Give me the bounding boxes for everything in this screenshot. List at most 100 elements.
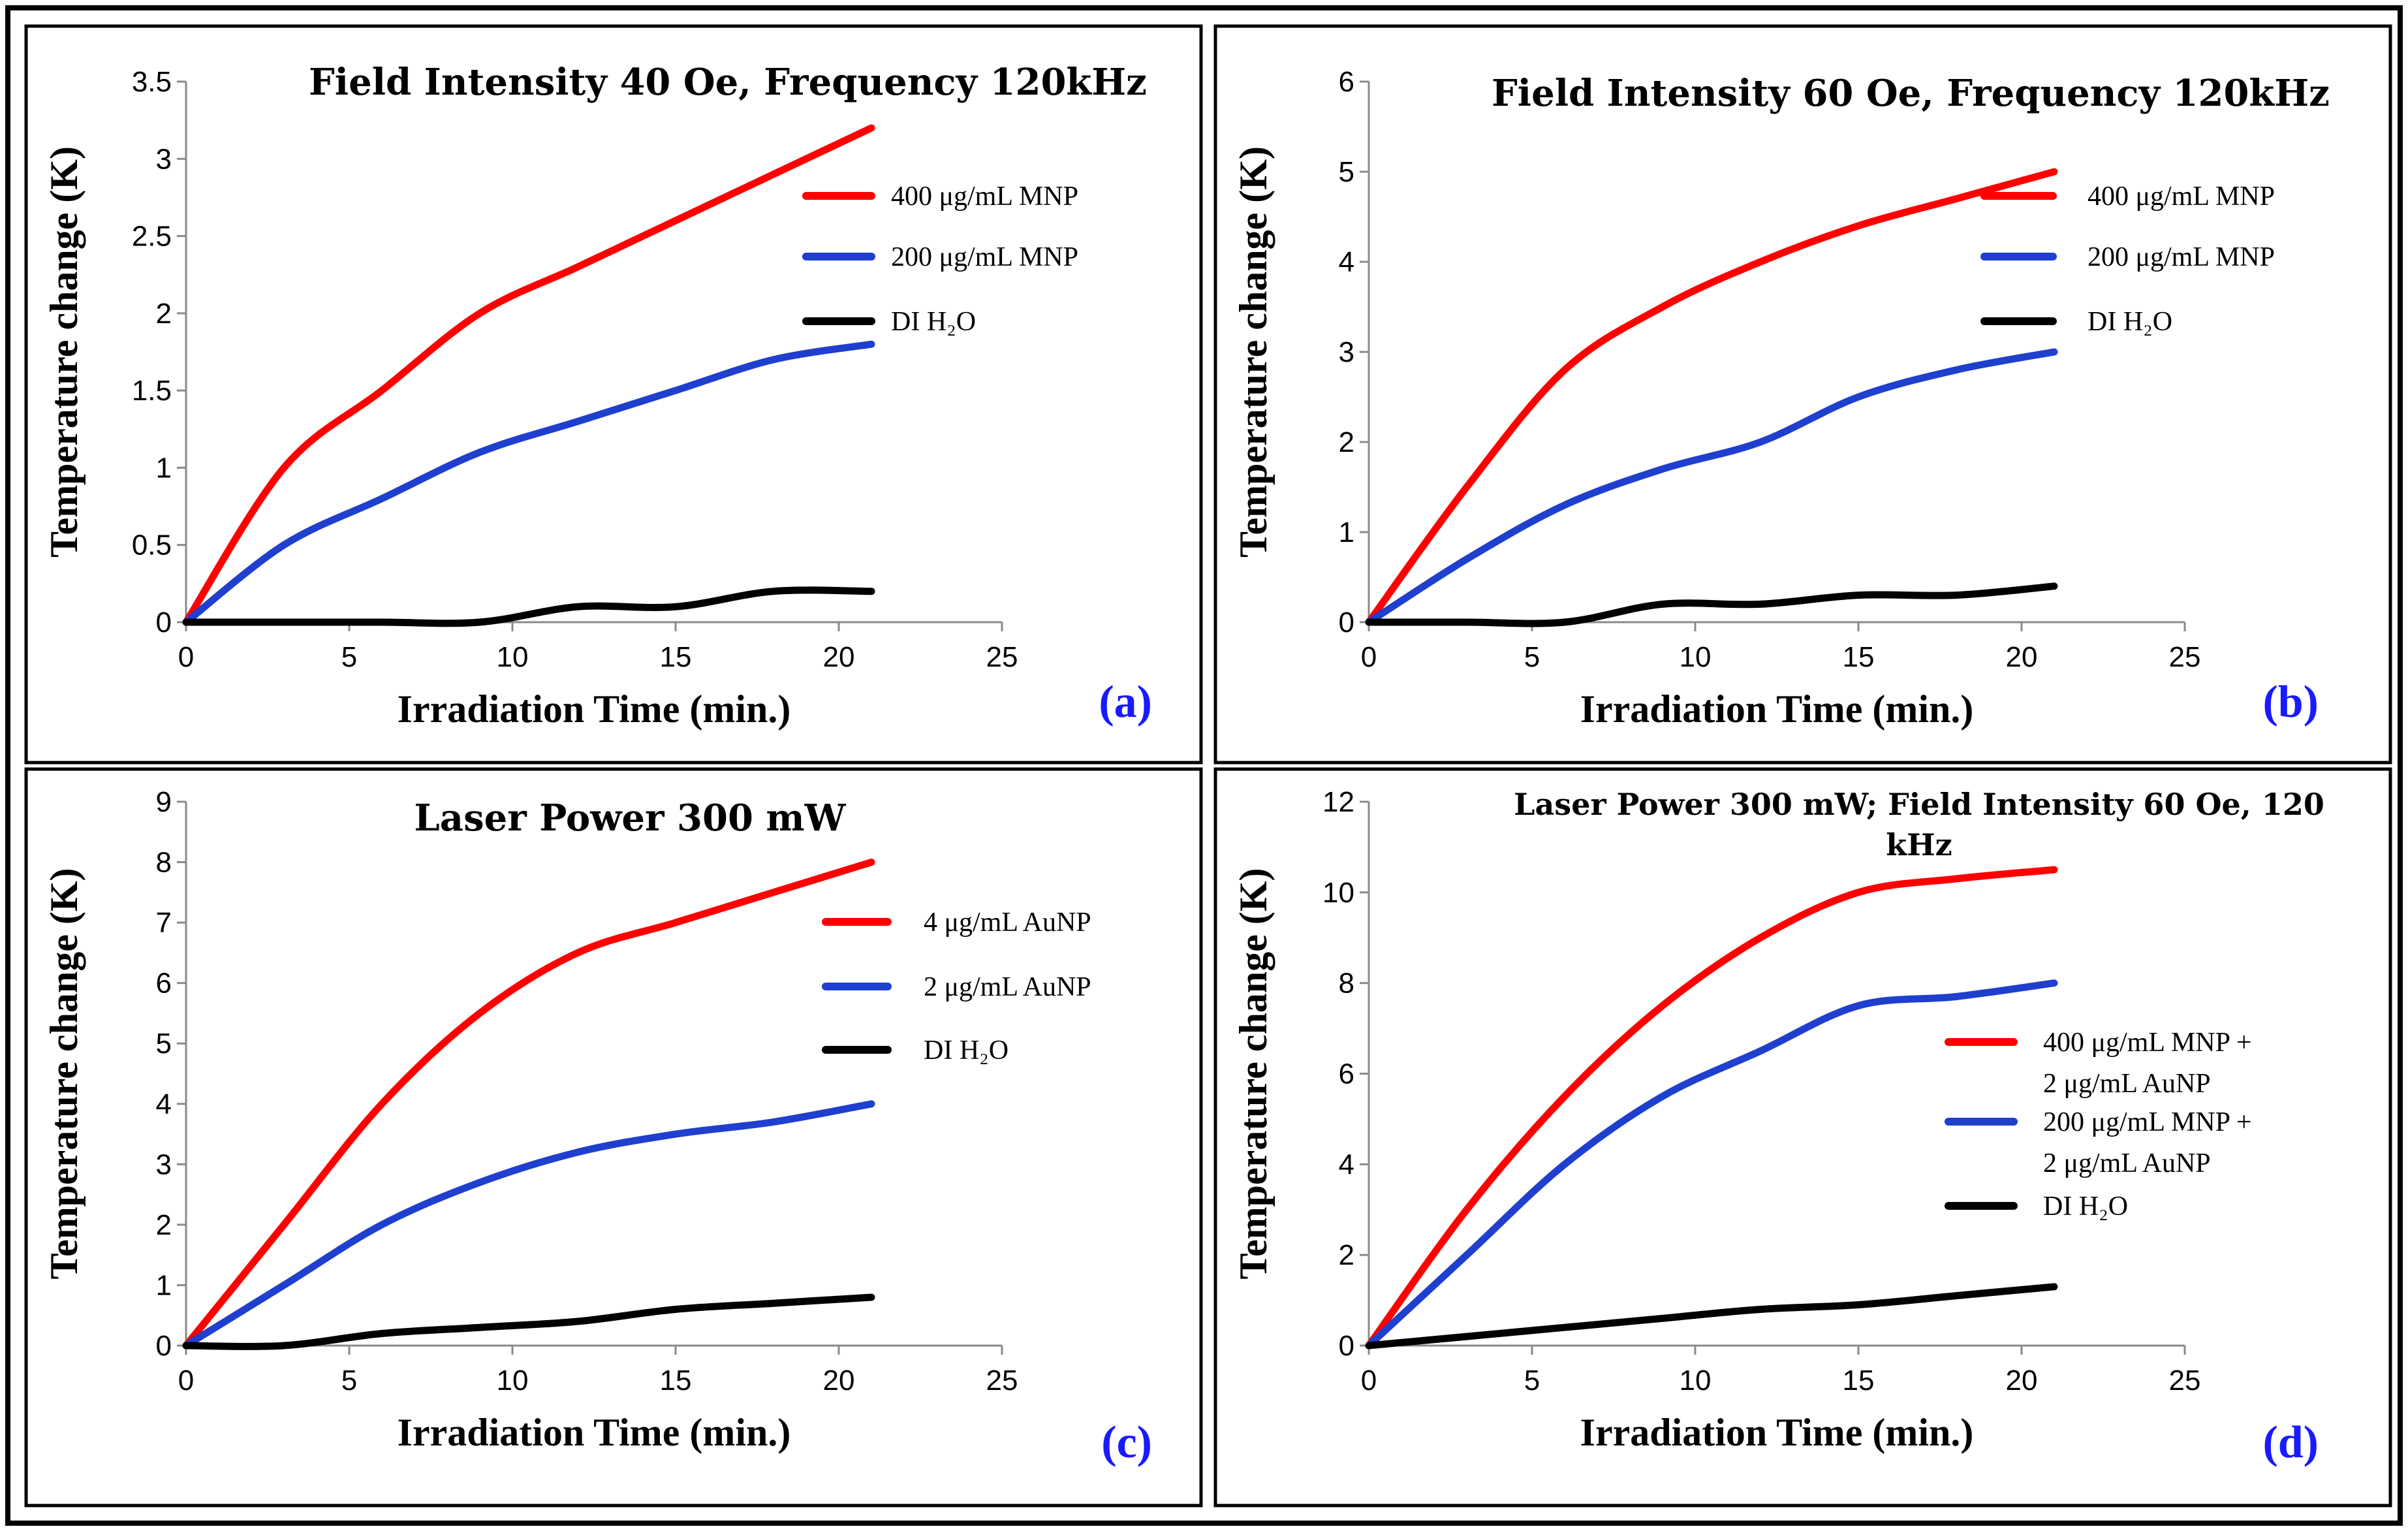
y-tick-label: 3.5 — [132, 66, 172, 98]
data-point — [2052, 583, 2057, 589]
y-tick-label: 8 — [1339, 968, 1354, 1000]
series-line — [182, 586, 875, 627]
y-tick-label: 4 — [156, 1088, 172, 1120]
y-axis-title: Temperature change (K) — [42, 146, 86, 558]
data-point — [771, 588, 776, 594]
data-point — [575, 1318, 580, 1324]
data-point — [1562, 620, 1567, 625]
x-tick-label: 15 — [660, 1365, 692, 1397]
data-point — [1954, 367, 1959, 373]
x-tick-label: 0 — [1361, 1365, 1377, 1397]
chart-title: Field Intensity 60 Oe, Frequency 120kHz — [1492, 72, 2330, 115]
legend-label: 2 μg/mL AuNP — [924, 972, 1091, 1002]
data-point — [869, 1294, 874, 1300]
data-point — [1758, 1306, 1763, 1312]
data-point — [1562, 367, 1567, 373]
y-axis-title: Temperature change (K) — [42, 868, 86, 1280]
y-tick-label: 1.5 — [132, 375, 172, 407]
data-point — [869, 125, 874, 131]
data-point — [183, 620, 189, 625]
x-axis-title: Irradiation Time (min.) — [398, 1411, 791, 1454]
data-point — [183, 1343, 189, 1348]
outer-frame — [5, 5, 2403, 1526]
y-tick-label: 9 — [156, 786, 172, 818]
data-point — [771, 356, 776, 362]
data-point — [379, 1331, 384, 1336]
data-point — [673, 388, 678, 394]
data-point — [2052, 169, 2057, 174]
data-point — [1758, 1048, 1763, 1054]
data-point — [281, 1222, 287, 1227]
y-tick-label: 7 — [156, 907, 172, 939]
y-tick-label: 8 — [156, 847, 172, 879]
legend-label: DI H₂O — [924, 1035, 1009, 1065]
data-point — [869, 588, 874, 594]
data-point — [771, 171, 776, 177]
data-point — [1660, 1316, 1665, 1321]
panel-label: (b) — [2262, 677, 2319, 727]
data-point — [1660, 466, 1665, 472]
chart-title: Laser Power 300 mW; Field Intensity 60 O… — [1514, 787, 2324, 822]
chart-title: Laser Power 300 mW — [414, 797, 846, 840]
data-point — [477, 449, 482, 455]
y-axis-title: Temperature change (K) — [1232, 868, 1275, 1280]
y-tick-label: 2 — [1339, 426, 1354, 458]
x-tick-label: 10 — [1680, 1365, 1712, 1397]
legend-label: 400 μg/mL MNP + — [2043, 1028, 2252, 1058]
panel-frame — [1213, 24, 2392, 765]
data-point — [673, 1131, 678, 1137]
x-tick-label: 15 — [1843, 641, 1875, 673]
legend-label: 200 μg/mL MNP — [891, 242, 1078, 272]
data-point — [1954, 592, 1959, 598]
legend-label: 2 μg/mL AuNP — [2043, 1148, 2211, 1178]
series-line — [1365, 582, 2058, 627]
data-point — [477, 620, 482, 625]
data-point — [281, 465, 287, 471]
x-tick-label: 15 — [660, 641, 692, 673]
x-tick-label: 15 — [1843, 1365, 1875, 1397]
data-point — [869, 859, 874, 865]
panel-label: (c) — [1101, 1417, 1152, 1468]
x-tick-label: 25 — [2169, 1365, 2201, 1397]
panel-frame — [24, 24, 1203, 765]
x-axis-title: Irradiation Time (min.) — [1580, 687, 1974, 731]
y-tick-label: 4 — [1339, 1148, 1354, 1180]
y-tick-label: 0 — [156, 1330, 172, 1362]
data-point — [575, 1149, 580, 1155]
data-point — [1856, 592, 1861, 598]
y-axis-title: Temperature change (K) — [1232, 146, 1275, 558]
y-tick-label: 6 — [1339, 66, 1354, 98]
y-tick-label: 2 — [156, 1209, 172, 1241]
panel-label: (a) — [1099, 677, 1152, 727]
data-point — [869, 1101, 874, 1107]
y-tick-label: 3 — [156, 143, 172, 175]
y-tick-label: 6 — [156, 968, 172, 1000]
x-axis-title: Irradiation Time (min.) — [1580, 1411, 1974, 1454]
chart-title: Field Intensity 40 Oe, Frequency 120kHz — [309, 61, 1147, 104]
data-point — [1660, 1094, 1665, 1099]
data-point — [1758, 935, 1763, 941]
y-tick-label: 2 — [1339, 1239, 1354, 1271]
series-line — [182, 1293, 875, 1350]
legend-label: DI H₂O — [2043, 1192, 2128, 1222]
data-point — [673, 604, 678, 610]
data-point — [1562, 502, 1567, 508]
data-point — [1954, 876, 1959, 882]
series-line — [1365, 348, 2058, 626]
legend-label: 400 μg/mL MNP — [2087, 182, 2275, 212]
legend-label: 4 μg/mL AuNP — [924, 908, 1091, 938]
x-tick-label: 20 — [823, 641, 855, 673]
x-tick-label: 5 — [341, 641, 357, 673]
data-point — [1856, 1003, 1861, 1009]
x-axis-title: Irradiation Time (min.) — [398, 687, 791, 731]
data-point — [2052, 349, 2057, 355]
data-point — [869, 341, 874, 347]
data-point — [1758, 259, 1763, 264]
series-line — [1365, 1283, 2058, 1349]
data-point — [379, 620, 384, 625]
data-point — [477, 310, 482, 316]
y-tick-label: 10 — [1322, 877, 1354, 909]
data-point — [1758, 439, 1763, 445]
data-point — [1856, 394, 1861, 400]
